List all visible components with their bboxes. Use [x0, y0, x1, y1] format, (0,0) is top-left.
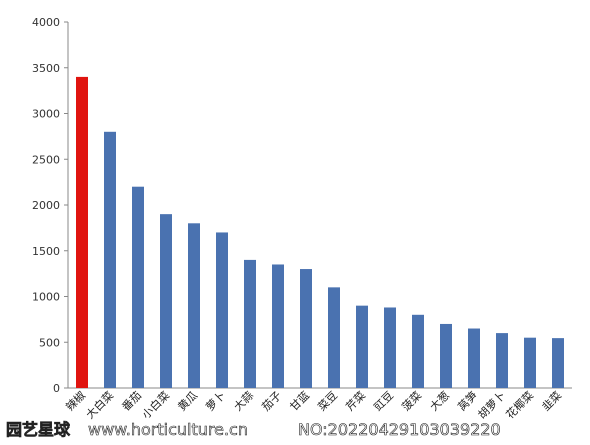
bar-芹菜: [356, 305, 368, 388]
y-tick-label: 0: [53, 382, 60, 395]
bar-菠菜: [412, 314, 424, 388]
x-category-label: 芹菜: [343, 389, 368, 414]
bar-豇豆: [384, 307, 396, 388]
x-category-label: 韭菜: [539, 389, 564, 414]
watermark-site-text: www.horticulture.cn: [88, 420, 249, 440]
bar-胡萝卜: [496, 333, 508, 388]
y-axis: 0 500 1000 1500 2000 2500 3000 3500 4000: [32, 16, 572, 395]
y-tick-label: 500: [39, 336, 60, 349]
bar-甘蓝: [300, 269, 312, 388]
y-tick-label: 3000: [32, 108, 60, 121]
bar-大蒜: [244, 259, 256, 388]
x-category-label: 菠菜: [399, 389, 424, 414]
x-category-label: 大蒜: [231, 388, 256, 413]
bar-花椰菜: [524, 337, 536, 388]
bar-辣椒: [76, 76, 88, 389]
y-tick-label: 2500: [32, 153, 60, 166]
y-tick-label: 1000: [32, 291, 60, 304]
bar-菜豆: [328, 287, 340, 388]
bar-黄瓜: [188, 223, 200, 388]
x-category-label: 番茄: [119, 388, 144, 413]
bars: [76, 76, 564, 389]
y-tick-label: 3500: [32, 62, 60, 75]
x-category-label: 萝卜: [203, 389, 228, 414]
watermark: 园艺星球 www.horticulture.cn NO:202204291030…: [0, 415, 590, 445]
x-category-label: 豇豆: [371, 389, 396, 414]
x-category-label: 茄子: [259, 388, 284, 413]
bar-小白菜: [160, 214, 172, 388]
x-category-label: 大葱: [427, 388, 452, 413]
bar-番茄: [132, 186, 144, 388]
x-category-label: 甘蓝: [287, 389, 312, 414]
x-category-label: 菜豆: [315, 389, 340, 414]
bar-韭菜: [552, 338, 564, 388]
bar-大葱: [440, 323, 452, 388]
y-tick-label: 1500: [32, 245, 60, 258]
y-tick-label: 4000: [32, 16, 60, 29]
bar-莴笋: [468, 328, 480, 388]
bar-萝卜: [216, 232, 228, 388]
watermark-number-text: NO:20220429103039220: [298, 420, 501, 440]
bar-茄子: [272, 264, 284, 388]
x-category-label: 辣椒: [63, 388, 88, 413]
bar-大白菜: [104, 131, 116, 389]
x-category-label: 黄瓜: [175, 388, 200, 413]
watermark-logo-text: 园艺星球: [6, 420, 71, 440]
y-tick-label: 2000: [32, 199, 60, 212]
x-category-label: 莴笋: [455, 388, 480, 413]
